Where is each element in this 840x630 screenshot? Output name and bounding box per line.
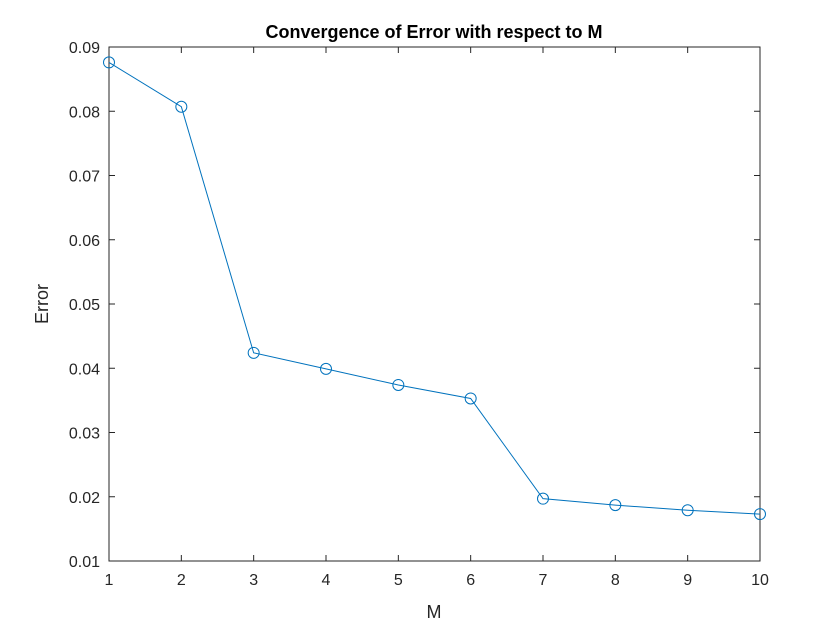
data-point: [464, 392, 477, 405]
y-tick-label: 0.09: [69, 40, 100, 57]
x-tick-label: 1: [105, 572, 114, 589]
x-tick-label: 3: [249, 572, 258, 589]
x-tick-label: 10: [751, 572, 769, 589]
y-tick-label: 0.06: [69, 233, 100, 250]
data-point: [754, 508, 766, 521]
x-tick-label: 6: [466, 572, 475, 589]
x-tick-label: 5: [394, 572, 403, 589]
data-point: [103, 56, 115, 69]
x-tick-label: 4: [322, 572, 331, 589]
x-tick-label: 8: [611, 572, 620, 589]
data-point: [320, 362, 332, 375]
axes-box: [108, 46, 761, 562]
y-axis-label: Error: [32, 284, 52, 324]
y-tick-label: 0.04: [69, 361, 100, 378]
y-tick-label: 0.05: [69, 297, 100, 314]
x-tick-label: 9: [683, 572, 692, 589]
data-point: [681, 504, 694, 517]
data-point: [609, 499, 622, 512]
data-point: [175, 100, 188, 113]
x-tick-label: 7: [539, 572, 548, 589]
data-point: [247, 346, 260, 359]
y-tick-label: 0.07: [69, 169, 100, 186]
plot-area: 1 2 3 4 5 6 7 8 9 10 0.01 0.02 0.03 0.04 0.05 0.06 0.07 0…: [69, 40, 769, 589]
series-line: [108, 61, 761, 515]
data-point: [392, 378, 405, 391]
y-tick-label: 0.03: [69, 426, 100, 443]
y-tick-label: 0.02: [69, 490, 100, 507]
data-point: [537, 492, 549, 505]
chart-title: Convergence of Error with respect to M: [265, 22, 602, 42]
y-tick-label: 0.08: [69, 104, 100, 121]
x-tick-label: 2: [177, 572, 186, 589]
y-tick-label: 0.01: [69, 554, 100, 571]
x-axis-label: M: [427, 602, 442, 622]
